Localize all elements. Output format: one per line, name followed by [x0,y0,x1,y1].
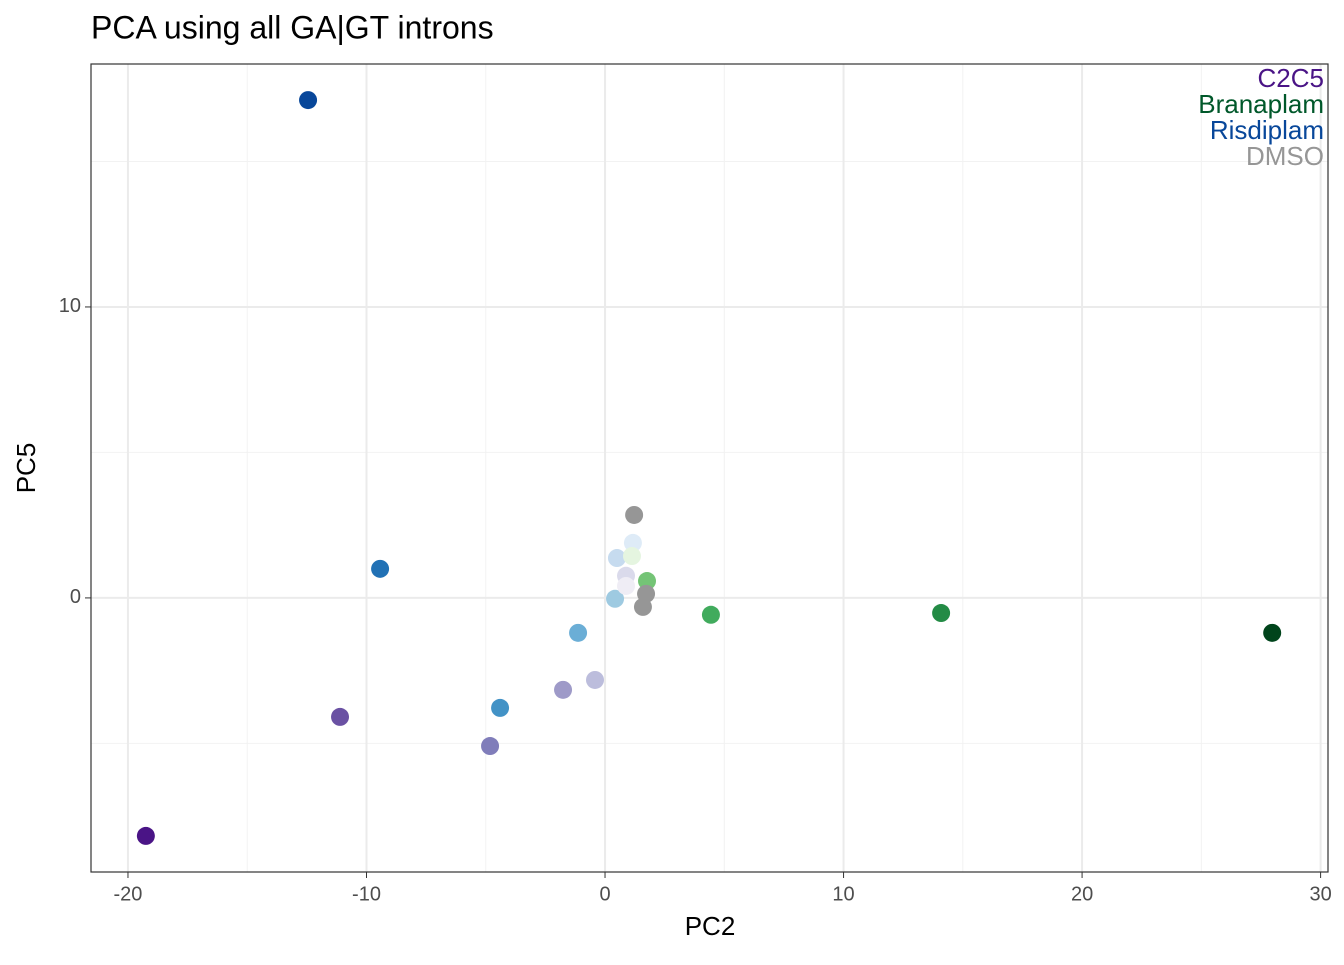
legend-label: C2C5 [1258,63,1324,93]
point [625,505,644,524]
point [299,91,318,110]
point [569,623,588,642]
y-tick-label: 0 [70,586,81,608]
point [586,670,605,689]
point [701,605,720,624]
point [331,707,350,726]
point [1263,623,1282,642]
x-tick-label: 0 [599,883,610,905]
point [932,604,951,623]
point [638,572,657,591]
legend-label: DMSO [1246,141,1324,171]
point [622,547,641,566]
point [554,680,573,699]
point [371,559,390,578]
point [606,589,625,608]
plot-border [90,63,1329,873]
legend-label: Branaplam [1198,89,1324,119]
x-tick-label: 10 [832,883,854,905]
point [633,597,652,616]
x-tick-label: 30 [1309,883,1331,905]
y-axis-label: PC5 [11,443,41,494]
x-tick-label: 20 [1071,883,1093,905]
point [617,576,636,595]
point [481,737,500,756]
x-axis-label: PC2 [685,911,736,941]
point [136,826,155,845]
point [607,549,626,568]
point [491,698,510,717]
point [623,533,642,552]
legend-label: Risdiplam [1210,115,1324,145]
chart-title: PCA using all GA|GT introns [91,9,494,45]
x-tick-label: -10 [352,883,381,905]
x-tick-label: -20 [114,883,143,905]
y-tick-label: 10 [59,295,81,317]
